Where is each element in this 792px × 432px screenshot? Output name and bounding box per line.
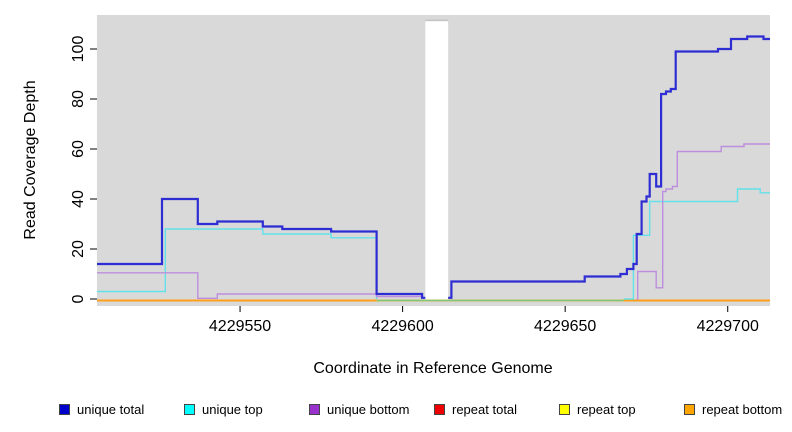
- series-line-unique-top: [97, 228, 378, 299]
- legend-swatch-repeat-top: [559, 403, 570, 415]
- y-tick-label: 80: [70, 90, 87, 108]
- legend-swatch-unique-total: [59, 403, 70, 415]
- x-tick-label: 4229650: [534, 318, 597, 335]
- series-line-unique-bottom: [636, 143, 770, 300]
- legend-swatch-repeat-bottom: [684, 403, 695, 415]
- y-axis-title: Read Coverage Depth: [22, 80, 39, 240]
- masked-region: [425, 21, 449, 300]
- x-tick-label: 4229600: [371, 318, 434, 335]
- legend-item-repeat-bottom: repeat bottom: [684, 398, 782, 420]
- legend-item-unique-total: unique total: [59, 398, 144, 420]
- y-tick-label: 40: [70, 190, 87, 208]
- x-tick-label: 4229700: [696, 318, 759, 335]
- series-line-unique-top: [623, 188, 770, 300]
- series-line-unique-total: [444, 35, 770, 299]
- x-tick-label: 4229550: [208, 318, 272, 335]
- legend-label: repeat top: [577, 401, 636, 417]
- y-tick-label: 0: [70, 294, 87, 304]
- legend-label: unique bottom: [327, 401, 410, 417]
- series-line-unique-total: [97, 197, 426, 299]
- legend-label: repeat total: [452, 401, 518, 417]
- legend-label: repeat bottom: [702, 401, 783, 417]
- y-tick-label: 60: [70, 140, 87, 158]
- legend-label: unique top: [202, 401, 263, 417]
- masked-region-top-edge: [425, 19, 449, 22]
- legend: unique total unique top unique bottom repea…: [0, 398, 792, 424]
- legend-item-repeat-total: repeat total: [434, 398, 517, 420]
- legend-swatch-repeat-total: [434, 403, 445, 415]
- x-axis-title: Coordinate in Reference Genome: [313, 360, 553, 377]
- y-tick-label: 20: [70, 240, 87, 258]
- legend-item-repeat-top: repeat top: [559, 398, 636, 420]
- legend-swatch-unique-top: [184, 403, 195, 415]
- y-tick-label: 100: [70, 35, 87, 63]
- legend-swatch-unique-bottom: [309, 403, 320, 415]
- legend-item-unique-top: unique top: [184, 398, 263, 420]
- legend-label: unique total: [77, 401, 145, 417]
- legend-item-unique-bottom: unique bottom: [309, 398, 409, 420]
